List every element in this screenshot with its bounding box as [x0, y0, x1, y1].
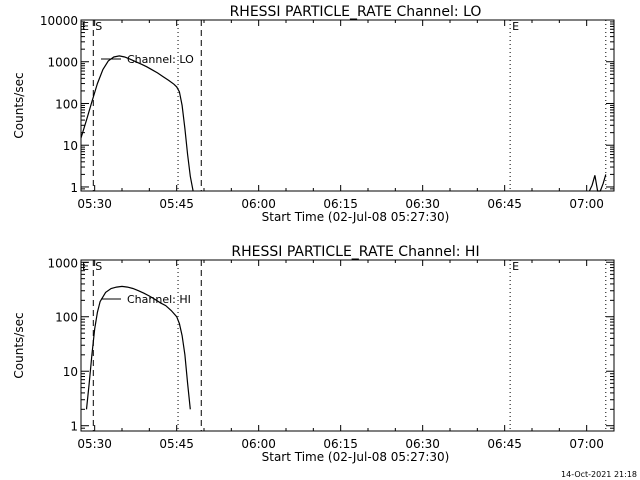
x-tick-label: 07:00	[569, 197, 604, 211]
y-tick-label: 100	[55, 97, 78, 111]
corner-label: E	[82, 20, 89, 33]
y-tick-label: 1000	[47, 256, 78, 270]
hi-channel-panel: RHESSI PARTICLE_RATE Channel: HI 05:30 05:…	[12, 244, 615, 464]
x-tick-label: 07:00	[569, 437, 604, 451]
x-tick-label: 06:30	[405, 197, 440, 211]
y-tick-label: 1	[70, 420, 78, 434]
marker-label: E	[512, 20, 519, 33]
x-tick-label: 06:00	[241, 197, 276, 211]
x-axis-label: Start Time (02-Jul-08 05:27:30)	[262, 450, 450, 464]
plot-frame	[80, 259, 615, 432]
y-axis-label: Counts/sec	[12, 72, 26, 138]
x-axis-label: Start Time (02-Jul-08 05:27:30)	[262, 210, 450, 224]
y-tick-label: 1	[70, 181, 78, 195]
y-axis-label: Counts/sec	[12, 312, 26, 378]
series-line	[80, 55, 194, 192]
footer-timestamp: 14-Oct-2021 21:18	[561, 470, 637, 479]
x-tick-label: 05:45	[159, 197, 194, 211]
y-tick-label: 10	[63, 139, 78, 153]
series-line	[588, 174, 607, 192]
marker-label: E	[512, 260, 519, 273]
x-tick-label: 06:45	[487, 197, 522, 211]
y-tick-label: 1000	[47, 56, 78, 70]
x-tick-label: 06:15	[323, 437, 358, 451]
x-tick-label: 05:45	[159, 437, 194, 451]
x-tick-label: 06:15	[323, 197, 358, 211]
x-tick-label: 06:00	[241, 437, 276, 451]
legend-label: Channel: LO	[127, 53, 194, 66]
series-line	[85, 285, 191, 410]
y-tick-label: 100	[55, 311, 78, 325]
chart-title: RHESSI PARTICLE_RATE Channel: LO	[230, 4, 482, 20]
plot-frame	[80, 19, 615, 192]
legend-label: Channel: HI	[127, 293, 191, 306]
x-tick-label: 06:45	[487, 437, 522, 451]
marker-label: S	[95, 20, 102, 33]
y-tick-label: 10000	[40, 14, 78, 28]
x-tick-label: 05:30	[77, 197, 112, 211]
marker-label: S	[95, 260, 102, 273]
corner-label: E	[82, 260, 89, 273]
chart-title: RHESSI PARTICLE_RATE Channel: HI	[231, 244, 479, 260]
x-tick-label: 06:30	[405, 437, 440, 451]
x-tick-label: 05:30	[77, 437, 112, 451]
y-tick-label: 10	[63, 365, 78, 379]
lo-channel-panel: RHESSI PARTICLE_RATE Channel: LO 05:30 05:…	[12, 4, 615, 224]
